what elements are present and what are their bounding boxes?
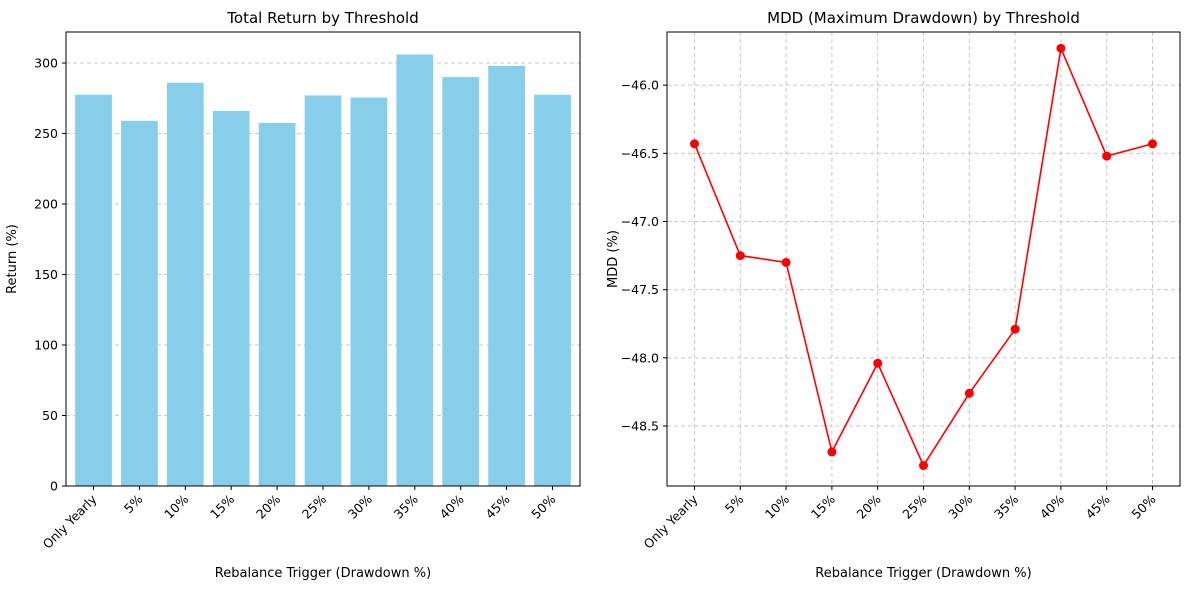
bar-chart-y-tick-label: 250: [34, 126, 58, 141]
line-chart-series: [689, 43, 1158, 471]
bar-15: [212, 110, 250, 487]
bar-30: [350, 97, 388, 487]
mdd-point-only-yearly: [689, 139, 699, 149]
bar-chart-x-ticks: Only Yearly 5% 10% 15% 20% 25% 30% 35% 40% 45% 50%: [40, 486, 559, 552]
bar-chart-y-axis-label: Return (%): [5, 224, 20, 294]
line-chart-x-axis-label: Rebalance Trigger (Drawdown %): [815, 566, 1031, 581]
bar-chart-bars: [75, 54, 571, 487]
bar-only-yearly: [75, 94, 112, 486]
line-chart-y-tick-label: −47.5: [621, 282, 659, 297]
bar-chart-title: Total Return by Threshold: [226, 9, 418, 27]
bar-40: [442, 77, 480, 486]
bar-chart-total-return: 0 50 100 150 200 250 300 Only Yearly 5% 10% 15% 20…: [5, 9, 581, 581]
bar-chart-x-tick-label: 25%: [299, 491, 329, 521]
bar-chart-y-tick-label: 0: [50, 479, 58, 494]
mdd-point-5: [735, 251, 745, 261]
bar-5: [121, 120, 158, 487]
bar-chart-x-tick-label: 10%: [161, 491, 191, 521]
bar-chart-x-tick-label: 45%: [482, 491, 512, 521]
bar-chart-y-ticks: 0 50 100 150 200 250 300: [34, 56, 66, 494]
mdd-point-35: [1010, 324, 1020, 334]
mdd-point-10: [781, 257, 791, 267]
mdd-point-25: [919, 461, 928, 471]
line-chart-y-axis-label: MDD (%): [606, 230, 621, 288]
mdd-point-20: [873, 358, 883, 368]
line-chart-x-tick-label: Only Yearly: [641, 491, 701, 551]
line-chart-x-tick-label: 15%: [808, 491, 838, 521]
bar-chart-x-tick-label: 50%: [528, 491, 558, 521]
line-chart-y-tick-label: −48.5: [621, 419, 659, 434]
mdd-point-15: [827, 447, 837, 457]
line-chart-y-tick-label: −48.0: [621, 350, 659, 365]
mdd-point-30: [964, 388, 974, 398]
line-chart-x-tick-label: 10%: [762, 491, 792, 521]
bar-chart-x-tick-label: 15%: [207, 491, 237, 521]
bar-chart-x-tick-label: 30%: [345, 491, 375, 521]
line-chart-title: MDD (Maximum Drawdown) by Threshold: [767, 9, 1080, 27]
line-chart-x-tick-label: 50%: [1128, 491, 1158, 521]
bar-45: [488, 65, 525, 487]
line-chart-x-tick-label: 45%: [1083, 491, 1113, 521]
line-chart-y-ticks: −48.5 −48.0 −47.5 −47.0 −46.5 −46.0: [621, 78, 667, 434]
line-chart-x-ticks: Only Yearly 5% 10% 15% 20% 25% 30% 35% 40% 45% 50%: [641, 486, 1159, 552]
line-chart-x-tick-label: 5%: [722, 491, 747, 516]
bar-chart-y-tick-label: 150: [34, 267, 58, 282]
line-chart-x-tick-label: 20%: [854, 491, 884, 521]
line-chart-x-tick-label: 40%: [1037, 491, 1067, 521]
bar-50: [534, 94, 571, 486]
bar-chart-x-tick-label: Only Yearly: [40, 491, 100, 551]
bar-chart-y-tick-label: 300: [34, 56, 58, 71]
bar-chart-x-tick-label: 20%: [253, 491, 283, 521]
line-chart-y-tick-label: −47.0: [621, 214, 659, 229]
line-chart-x-tick-label: 30%: [945, 491, 975, 521]
line-chart-y-tick-label: −46.0: [621, 78, 659, 93]
bar-chart-y-tick-label: 100: [34, 338, 58, 353]
bar-25: [304, 95, 342, 486]
line-chart-gridlines: [667, 32, 1180, 486]
bar-20: [258, 122, 296, 487]
mdd-point-40: [1056, 43, 1066, 53]
bar-chart-x-axis-label: Rebalance Trigger (Drawdown %): [215, 566, 431, 581]
line-chart-x-tick-label: 25%: [899, 491, 929, 521]
bar-chart-y-tick-label: 50: [42, 408, 58, 423]
bar-chart-x-tick-label: 5%: [121, 491, 146, 516]
line-chart-mdd: −48.5 −48.0 −47.5 −47.0 −46.5 −46.0 Only Year…: [606, 9, 1181, 581]
bar-chart-y-tick-label: 200: [34, 197, 58, 212]
mdd-point-45: [1102, 151, 1112, 161]
line-chart-x-tick-label: 35%: [991, 491, 1021, 521]
line-chart-y-tick-label: −46.5: [621, 146, 659, 161]
bar-chart-x-tick-label: 35%: [391, 491, 421, 521]
bar-35: [396, 54, 434, 486]
bar-10: [166, 82, 204, 487]
mdd-point-50: [1148, 139, 1158, 149]
bar-chart-x-tick-label: 40%: [437, 491, 467, 521]
